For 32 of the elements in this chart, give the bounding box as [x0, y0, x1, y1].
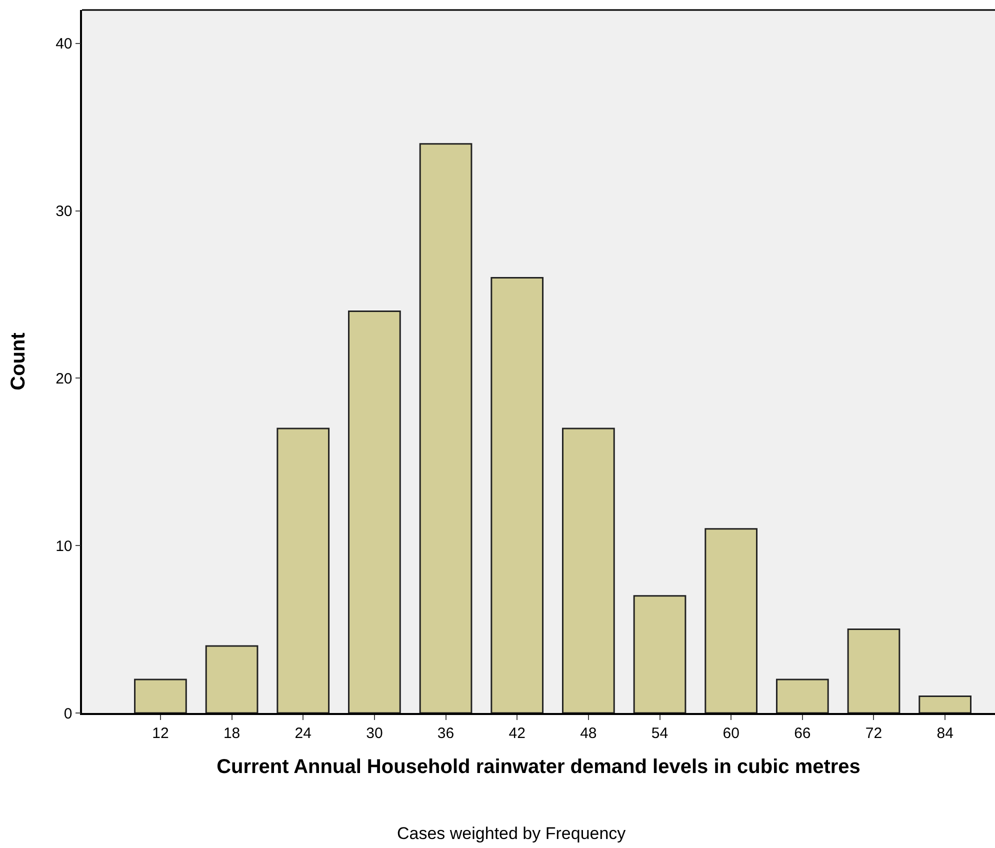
y-tick-label: 20 — [56, 370, 72, 388]
x-tick-label: 60 — [722, 724, 740, 742]
x-tick-label: 84 — [936, 724, 954, 742]
bar — [562, 428, 615, 713]
y-tick-label: 10 — [56, 538, 72, 555]
y-tick-label: 0 — [64, 705, 72, 722]
bar — [776, 678, 829, 713]
x-tick-label: 54 — [651, 724, 668, 742]
bar — [704, 528, 758, 713]
bar — [205, 645, 258, 713]
x-tick-label: 42 — [508, 724, 526, 742]
y-tick-label: 30 — [56, 203, 72, 220]
x-tick-label: 30 — [366, 724, 383, 742]
text: Cases weighted by Frequency — [397, 824, 626, 843]
y-axis-title: Count — [8, 332, 30, 390]
bar — [419, 143, 472, 713]
bar — [918, 696, 972, 713]
y-tick-label: 40 — [56, 36, 72, 53]
bar — [633, 595, 686, 713]
x-tick-label: 72 — [865, 724, 882, 742]
x-axis-title: Current Annual Household rainwater demand levels in cubic metres — [216, 756, 860, 778]
x-tick-label: 66 — [794, 724, 811, 742]
bar — [276, 428, 330, 713]
bar — [134, 678, 187, 713]
x-tick-label: 36 — [437, 724, 454, 742]
x-tick-label: 12 — [152, 724, 169, 742]
bar — [490, 277, 544, 713]
x-tick-label: 24 — [294, 724, 312, 742]
x-tick-label: 18 — [223, 724, 240, 742]
bar — [847, 628, 900, 713]
x-tick-label: 48 — [580, 724, 597, 742]
bar — [348, 310, 401, 713]
